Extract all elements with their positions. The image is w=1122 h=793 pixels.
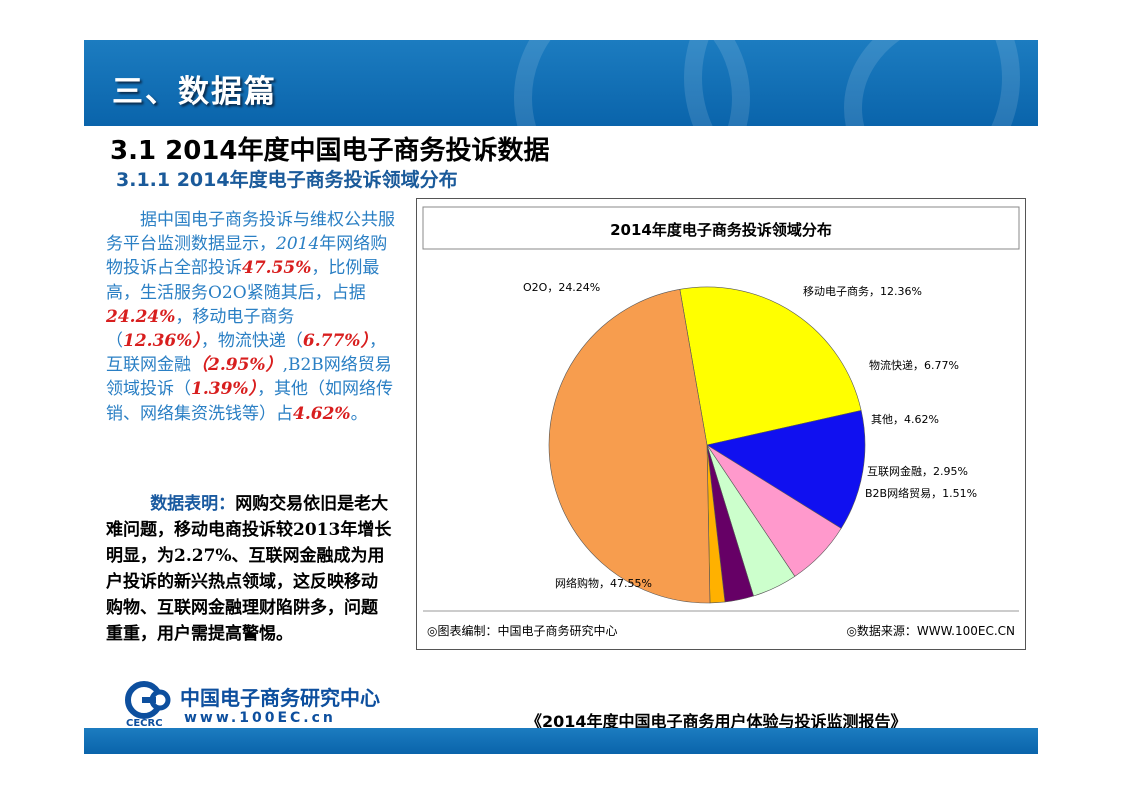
highlight-percent: （2.95%） xyxy=(191,355,283,376)
highlight-percent: 6.77%） xyxy=(302,331,369,352)
logo-abbr: CECRC xyxy=(126,718,163,729)
page-heading: 3.1 2014年度中国电子商务投诉数据 xyxy=(110,136,550,166)
logo-name: 中国电子商务研究中心 xyxy=(180,686,380,710)
pie-label-移动电子商务: 移动电子商务，12.36% xyxy=(803,284,922,298)
report-title: 《2014年度中国电子商务用户体验与投诉监测报告》 xyxy=(526,712,907,731)
paragraph-text: 年网络购物投诉占全部投诉 xyxy=(106,234,388,279)
highlight-percent: 24.24% xyxy=(106,306,176,327)
pie-label-互联网金融: 互联网金融，2.95% xyxy=(867,464,968,478)
chart-title-box xyxy=(422,206,1020,250)
pie-slice-移动电子商务 xyxy=(706,410,866,529)
paragraph-text: ，比例最高，生活服务O2O紧随其后，占据 xyxy=(106,258,380,303)
paragraph-text: 。 xyxy=(350,403,368,424)
chart-footer-source-right: ◎数据来源：WWW.100EC.CN xyxy=(846,623,1015,638)
paragraph-text: 据中国电子商务投诉与维权公共服务平台监测数据显示， xyxy=(106,210,395,255)
chart-footer-source-left: ◎图表编制：中国电子商务研究中心 xyxy=(427,623,617,638)
chart-title: 2014年度电子商务投诉领域分布 xyxy=(610,221,832,239)
paragraph-text: ，互联网金融 xyxy=(106,331,386,376)
pie-chart: 2014年度电子商务投诉领域分布 O2O，24.24% 移动电子商务，12.36%… xyxy=(422,206,1020,638)
highlight-percent: 4.62% xyxy=(293,403,351,424)
summary-paragraph: 据中国电子商务投诉与维权公共服务平台监测数据显示，2014年网络购物投诉占全部投… xyxy=(106,208,398,426)
highlight-percent: 12.36%） xyxy=(123,331,201,352)
pie-label-网络购物: 网络购物，47.55% xyxy=(555,576,652,590)
conclusion-paragraph: 数据表明：网购交易依旧是老大难问题，移动电商投诉较2013年增长明显，为2.27… xyxy=(106,491,394,647)
paragraph-text: ，其他（如网络传销、网络集资洗钱等）占 xyxy=(106,379,394,424)
cecrc-logo: CECRC 中国电子商务研究中心 www.100EC.cn xyxy=(124,680,384,732)
title-banner: 三、数据篇 xyxy=(84,40,1038,126)
paragraph-text: 2014 xyxy=(276,234,320,255)
conclusion-lead: 数据表明： xyxy=(150,494,236,514)
pie-slice-O2O xyxy=(679,286,862,446)
pie-label-其他: 其他，4.62% xyxy=(871,413,939,426)
paragraph-text: ，移动电子商务（ xyxy=(106,306,295,352)
pie-slice-网络购物 xyxy=(548,289,711,604)
highlight-percent: 1.39%） xyxy=(191,379,258,400)
slide: 三、数据篇 3.1 2014年度中国电子商务投诉数据 3.1.1 2014年度电… xyxy=(84,40,1038,754)
pie-label-物流快递: 物流快递，6.77% xyxy=(869,358,959,372)
pie-chart-panel: 2014年度电子商务投诉领域分布 O2O，24.24% 移动电子商务，12.36%… xyxy=(416,198,1026,650)
pie-label-O2O: O2O，24.24% xyxy=(523,281,600,294)
page-subheading: 3.1.1 2014年度电子商务投诉领域分布 xyxy=(116,169,458,191)
pie-label-B2B网络贸易: B2B网络贸易，1.51% xyxy=(865,486,977,500)
footer-bar xyxy=(84,728,1038,754)
paragraph-text: ，物流快递（ xyxy=(200,331,303,352)
section-title: 三、数据篇 xyxy=(112,74,277,110)
cecrc-emblem-icon xyxy=(125,681,171,719)
logo-url: www.100EC.cn xyxy=(184,710,336,726)
highlight-percent: 47.55% xyxy=(242,258,312,279)
conclusion-text: 网购交易依旧是老大难问题，移动电商投诉较2013年增长明显，为2.27%、互联网… xyxy=(106,494,392,644)
paragraph-text: ,B2B网络贸易领域投诉（ xyxy=(106,355,392,400)
